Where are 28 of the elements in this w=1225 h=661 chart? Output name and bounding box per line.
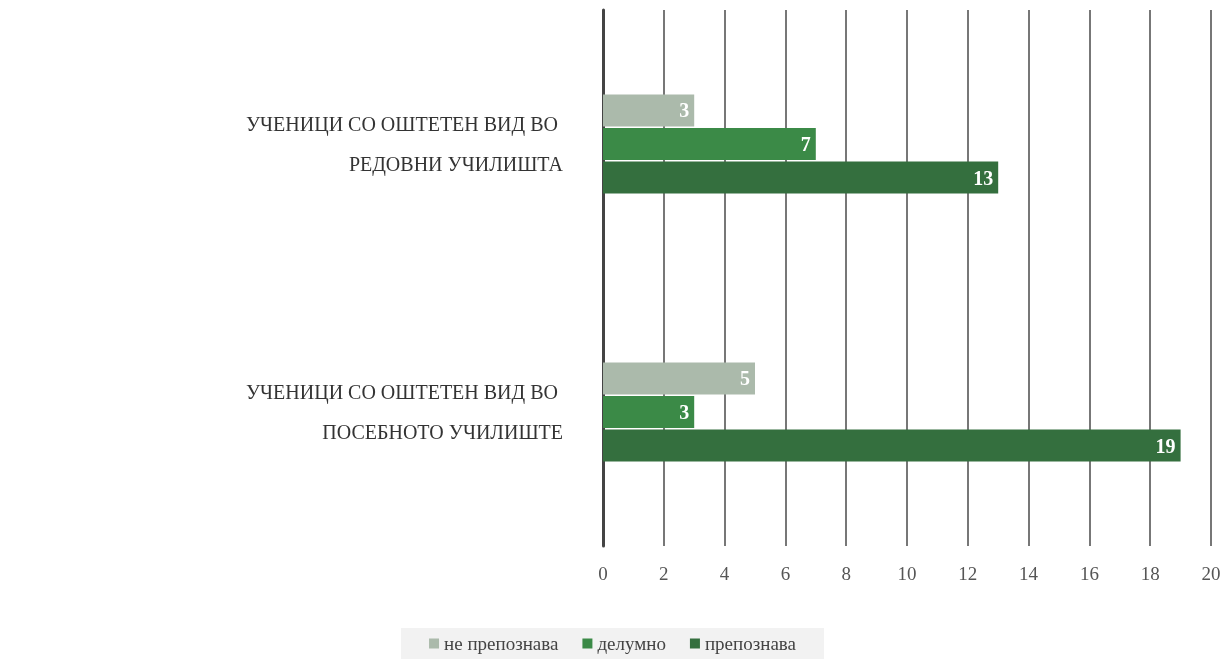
x-tick-label: 16 xyxy=(1079,563,1099,584)
y-tick-label: УЧЕНИЦИ СО ОШТЕТЕН ВИД ВО ПОСЕБНОТО УЧИЛИШТЕ xyxy=(245,381,563,443)
data-label: 19 xyxy=(1155,434,1176,457)
bar xyxy=(603,362,755,395)
x-tick-label: 10 xyxy=(897,563,917,584)
bar xyxy=(603,94,695,127)
data-label: 3 xyxy=(679,99,690,122)
x-tick-label: 6 xyxy=(780,563,791,584)
bar xyxy=(603,396,695,428)
x-tick-label: 4 xyxy=(719,563,730,584)
bar xyxy=(603,128,816,160)
data-label: 13 xyxy=(973,166,994,189)
x-tick-label: 12 xyxy=(958,563,978,584)
x-tick-label: 14 xyxy=(1019,563,1039,584)
x-tick-label: 20 xyxy=(1201,563,1221,584)
x-tick-label: 8 xyxy=(841,563,851,584)
data-label: 5 xyxy=(740,367,750,390)
bar xyxy=(603,161,999,194)
y-tick-label: УЧЕНИЦИ СО ОШТЕТЕН ВИД ВО РЕДОВНИ УЧИЛИШТА xyxy=(245,113,564,176)
legend-label: препознава xyxy=(704,633,797,654)
x-tick-label: 0 xyxy=(598,563,608,584)
data-label: 7 xyxy=(800,133,811,155)
bar xyxy=(603,429,1181,462)
data-label: 3 xyxy=(679,401,690,423)
legend-label: делумно xyxy=(597,633,666,654)
x-tick-label: 2 xyxy=(659,563,669,584)
x-tick-label: 18 xyxy=(1140,563,1160,584)
legend-label: не препознава xyxy=(444,633,559,654)
